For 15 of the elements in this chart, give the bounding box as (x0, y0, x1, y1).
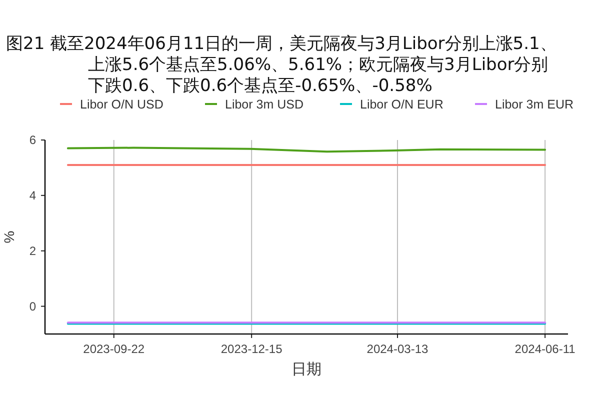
x-axis-title: 日期 (292, 361, 322, 378)
y-tick-label: 2 (29, 244, 36, 258)
x-tick-label: 2023-12-15 (220, 342, 283, 356)
y-tick-label: 0 (29, 299, 36, 314)
x-tick-label: 2023-09-22 (83, 342, 145, 356)
legend-label: Libor O/N USD (80, 98, 164, 112)
x-tick-label: 2024-06-11 (514, 342, 576, 356)
legend-label: Libor O/N EUR (360, 98, 444, 112)
y-tick-label: 6 (29, 133, 36, 147)
legend-label: Libor 3m EUR (495, 98, 574, 112)
chart-title: 图21 截至2024年06月11日的一周，美元隔夜与3月Libor分别上涨5.1、上涨5.6个基点至5.06%、5.61%；欧元隔夜与3月Libor分别下跌0.6、下跌0.6个基点至-0.65%、-0.58% (5, 34, 558, 97)
x-tick-label: 2024-03-13 (366, 342, 429, 356)
legend-label: Libor 3m USD (225, 98, 304, 112)
y-axis-title: % (1, 230, 17, 244)
y-tick-label: 4 (29, 188, 36, 202)
